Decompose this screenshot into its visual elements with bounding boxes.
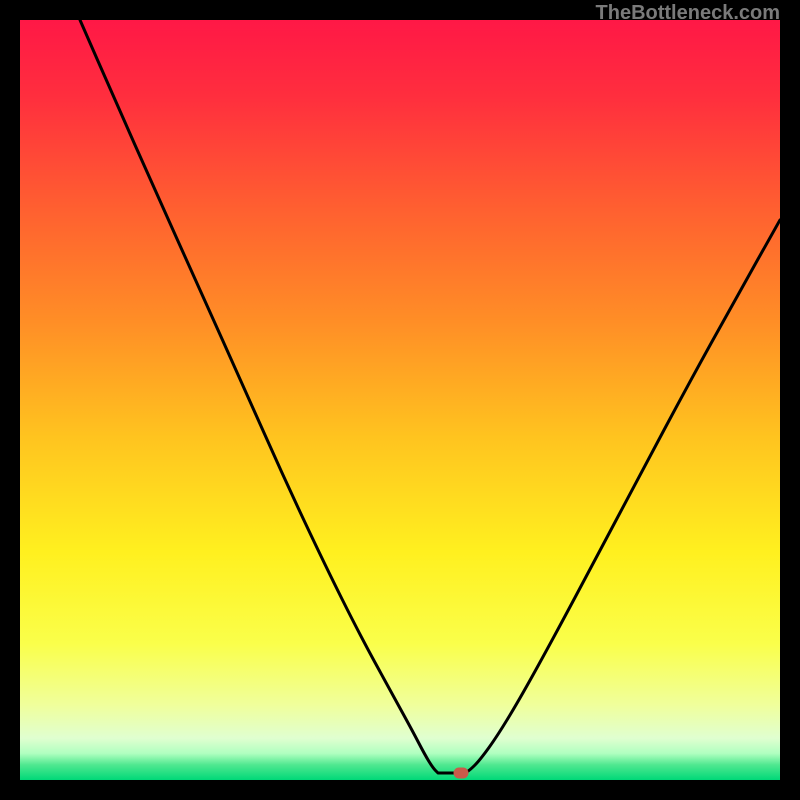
bottleneck-curve-path	[80, 20, 780, 773]
watermark-text: TheBottleneck.com	[596, 2, 780, 25]
bottleneck-curve-svg	[20, 20, 780, 780]
plot-area	[20, 20, 780, 780]
minimum-marker	[454, 768, 468, 778]
